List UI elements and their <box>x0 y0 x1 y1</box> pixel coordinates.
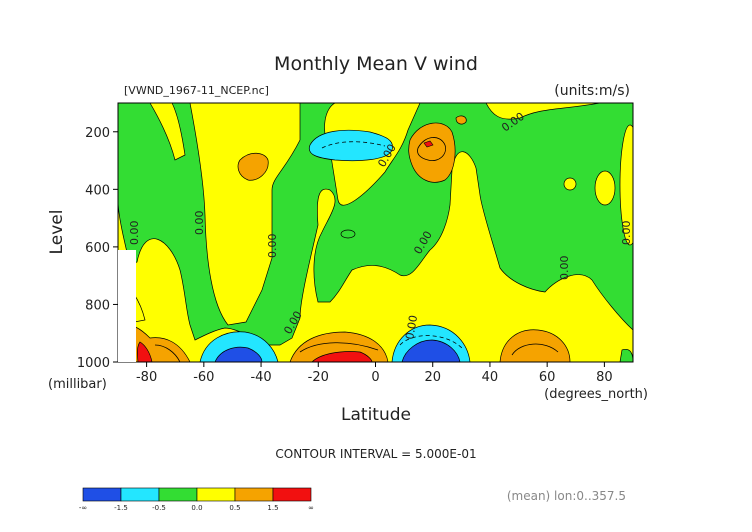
region-orange-bottom-right <box>499 329 571 362</box>
region-green-blob <box>340 229 356 239</box>
contour-interval-text: CONTOUR INTERVAL = 5.000E-01 <box>275 447 476 461</box>
y-tick-label: 800 <box>85 298 110 313</box>
region-yellow-top <box>149 103 186 161</box>
region-blue-bottom-left <box>214 346 263 362</box>
colorbar-swatch <box>272 487 312 502</box>
colorbar-swatch <box>196 487 236 502</box>
x-tick-label: 0 <box>371 370 379 385</box>
region-red-bottom-left <box>137 341 153 362</box>
contour-label: 0.00 <box>266 234 279 259</box>
y-tick-label: 1000 <box>77 356 110 371</box>
x-tick-label: -20 <box>308 370 329 385</box>
colorbar-label: -0.5 <box>152 504 166 512</box>
colorbar-label: 1.5 <box>267 504 278 512</box>
contour-label: 0.00 <box>558 256 571 281</box>
region-orange-spot-left <box>237 152 269 181</box>
file-label: [VWND_1967-11_NCEP.nc] <box>124 84 269 97</box>
y-tick-label: 200 <box>85 126 110 141</box>
x-tick-label: -60 <box>193 370 214 385</box>
contour-label: 0.00 <box>403 314 420 340</box>
region-red-peak-top <box>423 140 434 148</box>
region-orange-peak-top <box>408 122 456 183</box>
y-axis-label: Level <box>47 210 67 255</box>
contour-label: 0.00 <box>193 211 206 236</box>
footer-note: (mean) lon:0..357.5 <box>507 489 626 503</box>
colorbar: -∞ -1.5 -0.5 0.0 0.5 1.5 ∞ <box>79 487 314 512</box>
x-tick-label: 20 <box>424 370 441 385</box>
colorbar-label: 0.0 <box>191 504 202 512</box>
colorbar-swatch <box>120 487 160 502</box>
colorbar-swatch <box>158 487 198 502</box>
x-axis-label: Latitude <box>341 405 411 425</box>
region-blue-bottom-mid <box>401 339 461 362</box>
x-axis-units: (degrees_north) <box>544 387 648 402</box>
region-red-bottom-mid <box>311 351 373 362</box>
region-yellow-edge <box>619 124 633 246</box>
x-tick-label: 60 <box>539 370 556 385</box>
colorbar-label: 0.5 <box>229 504 240 512</box>
y-tick-label: 600 <box>85 241 110 256</box>
x-tick-label: 80 <box>596 370 613 385</box>
colorbar-label: -1.5 <box>114 504 128 512</box>
colorbar-swatch <box>234 487 274 502</box>
colorbar-label: -∞ <box>79 504 87 512</box>
region-cyan-top <box>308 129 393 162</box>
region-orange-small-top <box>455 115 467 125</box>
y-axis-units: (millibar) <box>48 377 107 392</box>
contour-field <box>118 103 633 362</box>
y-tick-label: 400 <box>85 183 110 198</box>
contour-label: 0.00 <box>128 221 141 246</box>
x-tick-label: -40 <box>250 370 271 385</box>
region-yellow-spot-small <box>563 177 577 191</box>
colorbar-swatch <box>82 487 122 502</box>
missing-data-patch <box>118 250 136 362</box>
colorbar-label: ∞ <box>308 504 314 512</box>
chart-title: Monthly Mean V wind <box>274 53 478 75</box>
region-yellow-spot-right <box>594 170 616 206</box>
y-axis: 200 400 600 800 1000 <box>77 126 118 371</box>
x-axis: -80 -60 -40 -20 0 20 40 60 80 <box>136 362 613 385</box>
contour-label: 0.00 <box>620 221 633 246</box>
units-label: (units:m/s) <box>554 83 630 99</box>
x-tick-label: -80 <box>136 370 157 385</box>
region-green-corner <box>619 348 633 362</box>
x-tick-label: 40 <box>482 370 499 385</box>
